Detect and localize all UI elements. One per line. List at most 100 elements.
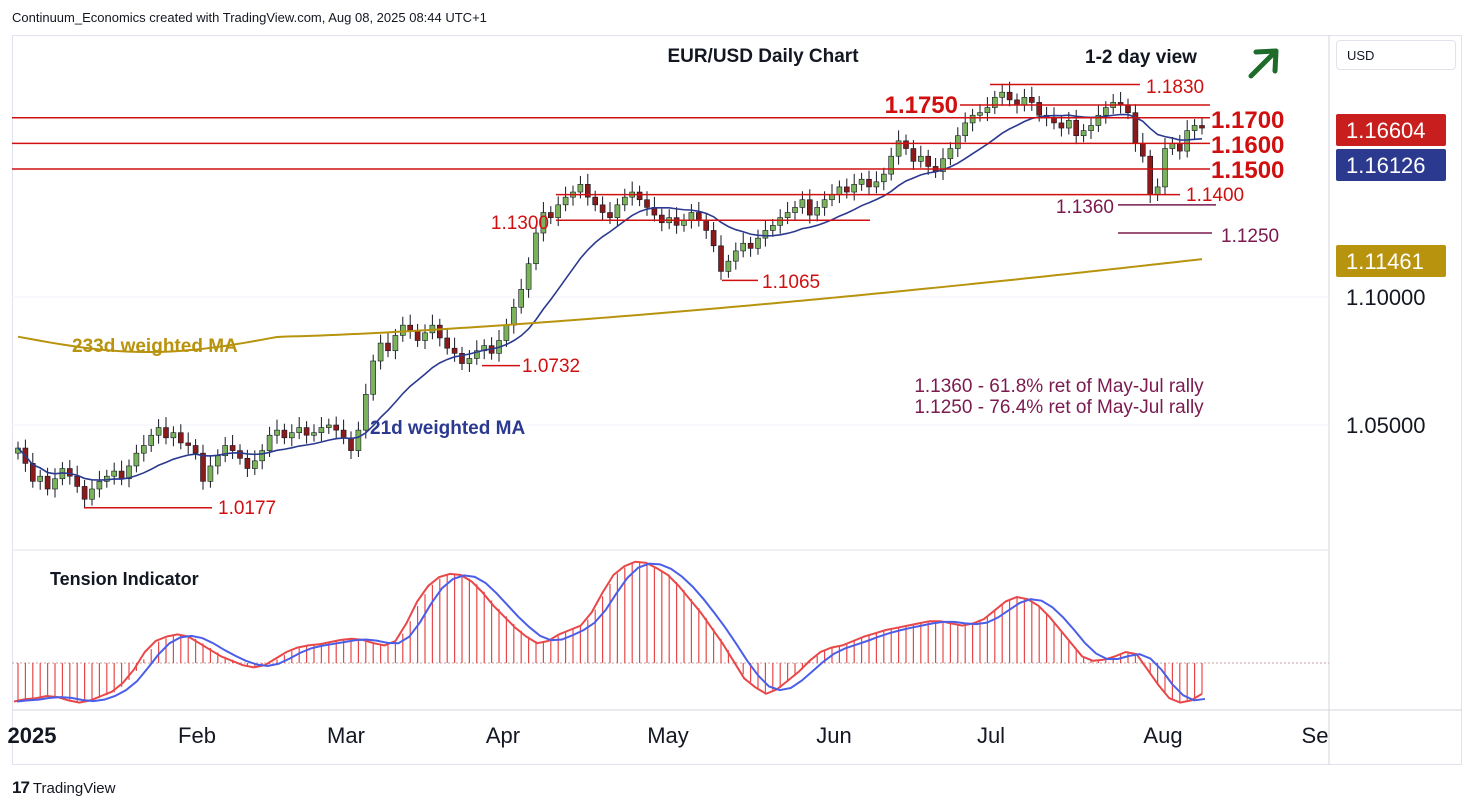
level-label: 1.1830 xyxy=(1146,77,1204,98)
candle-body xyxy=(1014,99,1020,106)
candle-body xyxy=(880,173,887,183)
time-tick-label: 2025 xyxy=(8,723,57,748)
candle-body xyxy=(200,452,206,482)
candle-body xyxy=(473,350,480,359)
up-arrow-icon xyxy=(1248,48,1279,79)
candle-body xyxy=(917,155,924,162)
candle-body xyxy=(636,191,643,201)
candle-body xyxy=(296,427,303,433)
candle-body xyxy=(118,470,125,480)
candle-body xyxy=(873,181,880,188)
candle-body xyxy=(954,135,961,149)
candle-body xyxy=(148,434,154,446)
candle-body xyxy=(74,475,80,487)
candle-body xyxy=(755,237,761,249)
candle-body xyxy=(725,260,732,272)
time-tick-label: Jul xyxy=(977,723,1005,748)
candle-body xyxy=(984,107,991,113)
candle-body xyxy=(274,429,280,436)
level-label: 1.1600 xyxy=(1211,132,1284,159)
candle-body xyxy=(829,194,835,201)
candle-body xyxy=(436,324,443,339)
candle-body xyxy=(459,353,465,364)
candle-body xyxy=(910,148,917,162)
time-tick-label: Apr xyxy=(486,723,520,748)
candle-body xyxy=(1103,107,1109,116)
tradingview-logo-icon: 17 xyxy=(12,778,30,797)
candle-body xyxy=(718,245,724,272)
candle-body xyxy=(658,214,665,224)
candle-body xyxy=(644,199,650,208)
candle-body xyxy=(814,207,821,216)
candle-body xyxy=(969,114,976,124)
candle-body xyxy=(1058,122,1065,129)
candle-body xyxy=(769,225,776,231)
candle-body xyxy=(1029,97,1035,103)
candle-body xyxy=(1066,120,1072,129)
ma233-line xyxy=(17,258,1203,354)
candle-body xyxy=(1073,120,1079,137)
candle-body xyxy=(703,219,710,231)
candle-body xyxy=(303,427,310,436)
candle-body xyxy=(977,112,983,116)
candle-body xyxy=(1125,104,1131,113)
candle-body xyxy=(621,196,628,206)
ma21-label: 21d weighted MA xyxy=(370,418,525,439)
up-arrow-head xyxy=(1253,48,1279,74)
candle-body xyxy=(747,242,754,249)
candle-body xyxy=(422,332,428,341)
candle-body xyxy=(1154,186,1161,195)
time-tick-label: May xyxy=(647,723,689,748)
candle-body xyxy=(695,212,702,221)
candle-body xyxy=(999,91,1006,98)
candle-body xyxy=(229,445,236,451)
candle-body xyxy=(851,184,858,193)
candle-body xyxy=(710,230,717,247)
candle-body xyxy=(562,196,569,206)
candle-body xyxy=(340,429,347,439)
candle-body xyxy=(89,488,95,500)
candle-body xyxy=(155,427,162,436)
candle-body xyxy=(895,140,902,157)
candle-body xyxy=(792,207,798,213)
candle-body xyxy=(991,97,998,108)
candle-body xyxy=(407,324,414,331)
level-label: 1.1250 xyxy=(1221,226,1279,247)
candle-body xyxy=(584,184,591,198)
candle-body xyxy=(925,155,932,167)
candle-body xyxy=(163,427,169,439)
tension-indicator-title: Tension Indicator xyxy=(50,569,199,589)
candle-body xyxy=(355,429,362,451)
candle-body xyxy=(503,324,510,341)
candle-body xyxy=(259,450,266,462)
candle-body xyxy=(392,335,399,352)
currency-button[interactable]: USD xyxy=(1336,40,1456,70)
footer-brand[interactable]: 17 TradingView xyxy=(12,778,115,798)
candle-body xyxy=(185,442,191,446)
candle-body xyxy=(510,306,517,326)
candle-body xyxy=(1169,143,1176,149)
candle-body xyxy=(111,470,117,477)
candle-body xyxy=(52,478,58,490)
candle-body xyxy=(414,329,421,341)
candle-body xyxy=(377,342,384,362)
candle-body xyxy=(607,212,613,218)
candle-body xyxy=(348,437,354,451)
candle-body xyxy=(466,358,473,364)
candle-body xyxy=(866,178,872,188)
candle-body xyxy=(1177,143,1183,152)
candle-body xyxy=(399,324,406,336)
candle-body xyxy=(1051,117,1057,124)
candle-body xyxy=(444,337,451,349)
view-label: 1-2 day view xyxy=(1085,47,1197,68)
candle-body xyxy=(1199,125,1205,129)
candle-body xyxy=(311,432,317,436)
time-tick-label: Mar xyxy=(327,723,365,748)
retracement-note: 1.1250 - 76.4% ret of May-Jul rally xyxy=(914,397,1204,418)
candle-body xyxy=(555,204,562,218)
candle-body xyxy=(362,393,369,431)
level-label: 1.1360 xyxy=(1056,197,1114,218)
candle-body xyxy=(821,199,828,208)
candle-body xyxy=(806,199,813,216)
candle-body xyxy=(1162,148,1168,188)
